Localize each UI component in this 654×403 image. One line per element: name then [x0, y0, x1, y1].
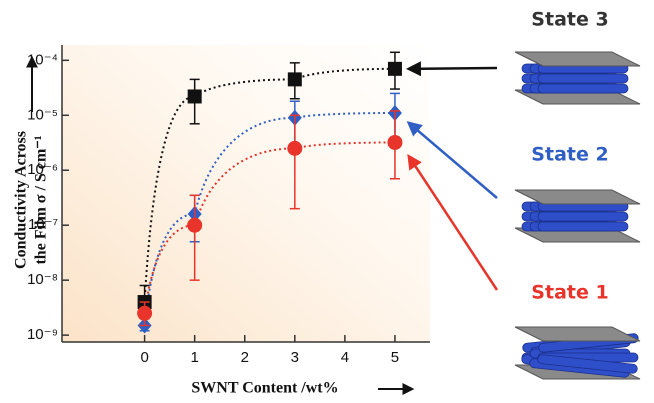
nanotube [538, 212, 628, 221]
state-label: State 3 [531, 9, 608, 31]
state-label: State 2 [531, 144, 608, 166]
nanotube [538, 74, 628, 83]
nanotube [538, 84, 628, 93]
x-tick-label: 2 [241, 349, 249, 366]
state-label: State 1 [531, 282, 608, 304]
marker [187, 218, 202, 233]
x-tick-label: 4 [341, 349, 349, 366]
y-tick-label: 10⁻⁹ [27, 326, 58, 343]
y-tick-label: 10⁻⁸ [27, 271, 58, 288]
nanotube [538, 222, 628, 231]
y-axis-label: Conductivity Across [13, 131, 30, 269]
plate [515, 327, 640, 341]
y-axis-label: the Film σ / S cm⁻¹ [33, 135, 50, 264]
state-diagrams: State 3 State 2 State 1 [409, 9, 640, 380]
marker [387, 135, 402, 150]
x-tick-label: 5 [391, 349, 399, 366]
marker [188, 89, 202, 103]
marker [137, 306, 152, 321]
x-tick-label: 1 [191, 349, 199, 366]
marker [288, 72, 302, 86]
marker [388, 62, 402, 76]
state-arrow [409, 68, 497, 69]
marker [287, 141, 302, 156]
x-tick-label: 0 [140, 349, 148, 366]
x-axis-label: SWNT Content /wt% [191, 380, 338, 397]
x-tick-label: 3 [291, 349, 299, 366]
plot-background [62, 45, 430, 342]
chart: 10⁻⁹10⁻⁸10⁻⁷10⁻⁶10⁻⁵10⁻⁴012345 SWNT Cont… [0, 0, 654, 403]
